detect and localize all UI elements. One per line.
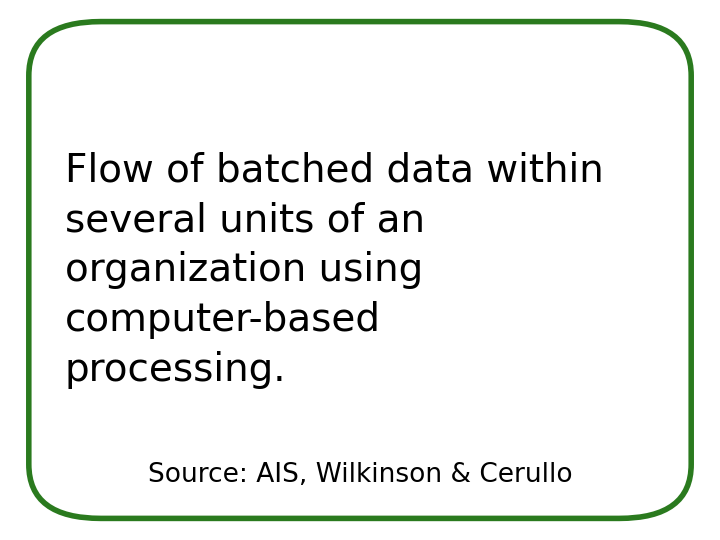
Text: Flow of batched data within
several units of an
organization using
computer-base: Flow of batched data within several unit… [65, 151, 603, 389]
Text: Source: AIS, Wilkinson & Cerullo: Source: AIS, Wilkinson & Cerullo [148, 462, 572, 488]
FancyBboxPatch shape [29, 22, 691, 518]
